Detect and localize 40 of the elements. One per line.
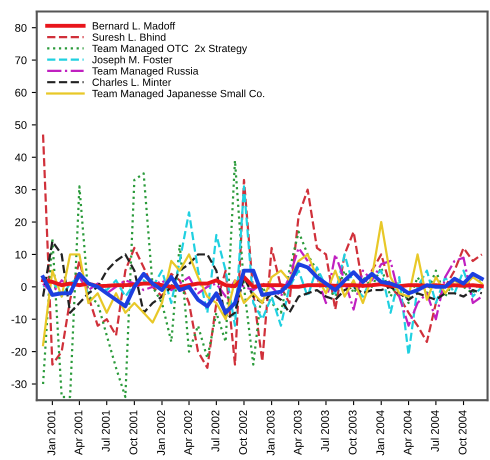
line-series: [41, 262, 484, 315]
x-tick-label: Apr 2003: [294, 410, 304, 455]
x-tick-label: Jan 2003: [266, 410, 275, 456]
x-tick-label: Jul 2002: [211, 410, 220, 452]
y-tick-label: 20: [15, 218, 27, 226]
line-series: [42, 185, 483, 356]
y-tick-label: 60: [15, 88, 27, 97]
y-tick-label: 80: [15, 24, 27, 32]
y-tick-label: 50: [15, 121, 27, 130]
legend-label: Charles L. Minter: [92, 78, 172, 86]
x-tick-label: Apr 2002: [184, 410, 194, 455]
x-tick-label: Oct 2001: [129, 410, 138, 454]
line-series: [42, 220, 483, 346]
y-tick-label: 0: [21, 283, 27, 291]
legend-label: Bernard L. Madoff: [92, 22, 176, 30]
x-tick-label: Oct 2004: [458, 410, 467, 454]
x-tick-label: Jul 2003: [320, 410, 329, 452]
legend-label: Team Managed Japanesse Small Co.: [92, 90, 264, 100]
legend-label: Team Managed Russia: [92, 67, 198, 77]
x-tick-label: Jul 2004: [430, 410, 439, 452]
legend-label: Joseph M. Foster: [92, 56, 172, 66]
line-series: [42, 133, 483, 369]
x-tick-label: Jan 2002: [157, 410, 165, 456]
x-tick-label: Apr 2004: [404, 410, 414, 455]
y-tick-label: 10: [16, 250, 27, 259]
line-series: [42, 159, 483, 398]
legend-label: Suresh L. Bhind: [92, 33, 166, 41]
y-tick-label: 70: [15, 56, 27, 64]
x-tick-label: Oct 2003: [348, 410, 357, 454]
y-tick-label: 30: [15, 186, 27, 194]
x-tick-label: Oct 2002: [239, 410, 247, 454]
y-tick-label: 40: [14, 154, 27, 162]
y-tick-label: -30: [11, 380, 27, 388]
y-tick-label: -10: [11, 315, 27, 324]
x-tick-label: Jan 2001: [47, 410, 56, 456]
y-tick-label: -20: [11, 348, 27, 356]
x-tick-label: Apr 2001: [74, 410, 85, 455]
x-tick-label: Jul 2001: [102, 410, 110, 452]
legend-label: Team Managed OTC 2x Strategy: [92, 44, 248, 54]
x-tick-label: Jan 2004: [376, 410, 384, 456]
